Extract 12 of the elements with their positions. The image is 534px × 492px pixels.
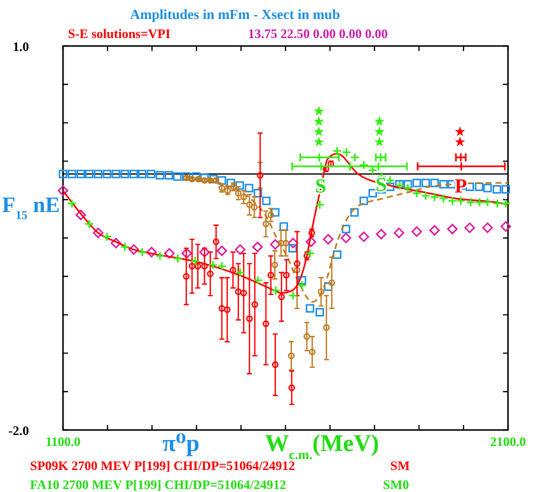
x-tick-label: 1100.0 [45,434,81,449]
chart-subtitle: S-E solutions=VPI [68,26,170,41]
text: SM0 [383,477,409,492]
text: FA10 2700 MEV P[199] CHI/DP=51064/24912 [30,477,286,492]
chart-title: Amplitudes in mFm - Xsect in mub [130,8,340,23]
y-axis-title: F$_{15}$ nE [2,192,60,222]
x-tick-label: 2100.0 [490,434,526,449]
text: 13.75 22.50 0.00 0.00 0.00 [248,26,388,41]
y-tick-label: -2.0 [8,423,29,438]
text: SM [390,458,410,473]
y-tick-label: 1.0 [12,39,29,54]
text: π⁰p [162,431,200,457]
